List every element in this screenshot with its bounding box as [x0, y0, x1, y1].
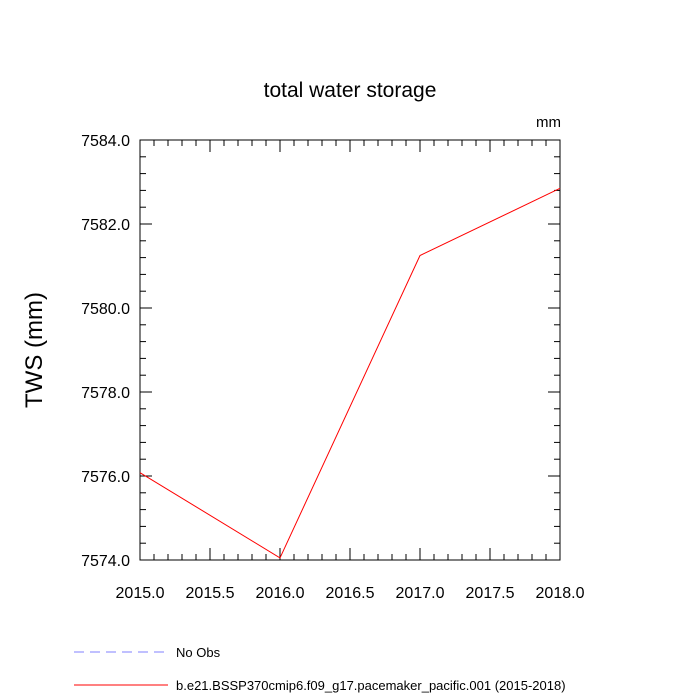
x-tick-label: 2015.5: [186, 585, 235, 602]
axis-ticks: [139, 139, 561, 561]
units-label: mm: [536, 114, 561, 131]
legend-label: b.e21.BSSP370cmip6.f09_g17.pacemaker_pac…: [176, 678, 566, 693]
legend: No Obs b.e21.BSSP370cmip6.f09_g17.pacemak…: [74, 645, 566, 693]
x-tick-label: 2017.5: [466, 585, 515, 602]
y-tick-label: 7574.0: [81, 553, 130, 570]
y-axis-label: TWS (mm): [21, 292, 48, 408]
plot-frame: [139, 139, 561, 561]
y-tick-label: 7580.0: [81, 301, 130, 318]
x-tick-label: 2017.0: [396, 585, 445, 602]
x-tick-label: 2016.0: [256, 585, 305, 602]
legend-label: No Obs: [176, 645, 221, 660]
tick-labels: 2015.0 2015.5 2016.0 2016.5 2017.0 2017.5 2018…: [81, 133, 585, 602]
y-tick-label: 7578.0: [81, 385, 130, 402]
y-tick-label: 7576.0: [81, 469, 130, 486]
series-layer: [139, 187, 561, 559]
y-tick-label: 7582.0: [81, 217, 130, 234]
x-tick-label: 2015.0: [116, 585, 165, 602]
x-tick-label: 2016.5: [326, 585, 375, 602]
chart-title: total water storage: [264, 79, 437, 102]
y-tick-label: 7584.0: [81, 133, 130, 150]
x-tick-label: 2018.0: [536, 585, 585, 602]
series-line: [139, 187, 561, 559]
